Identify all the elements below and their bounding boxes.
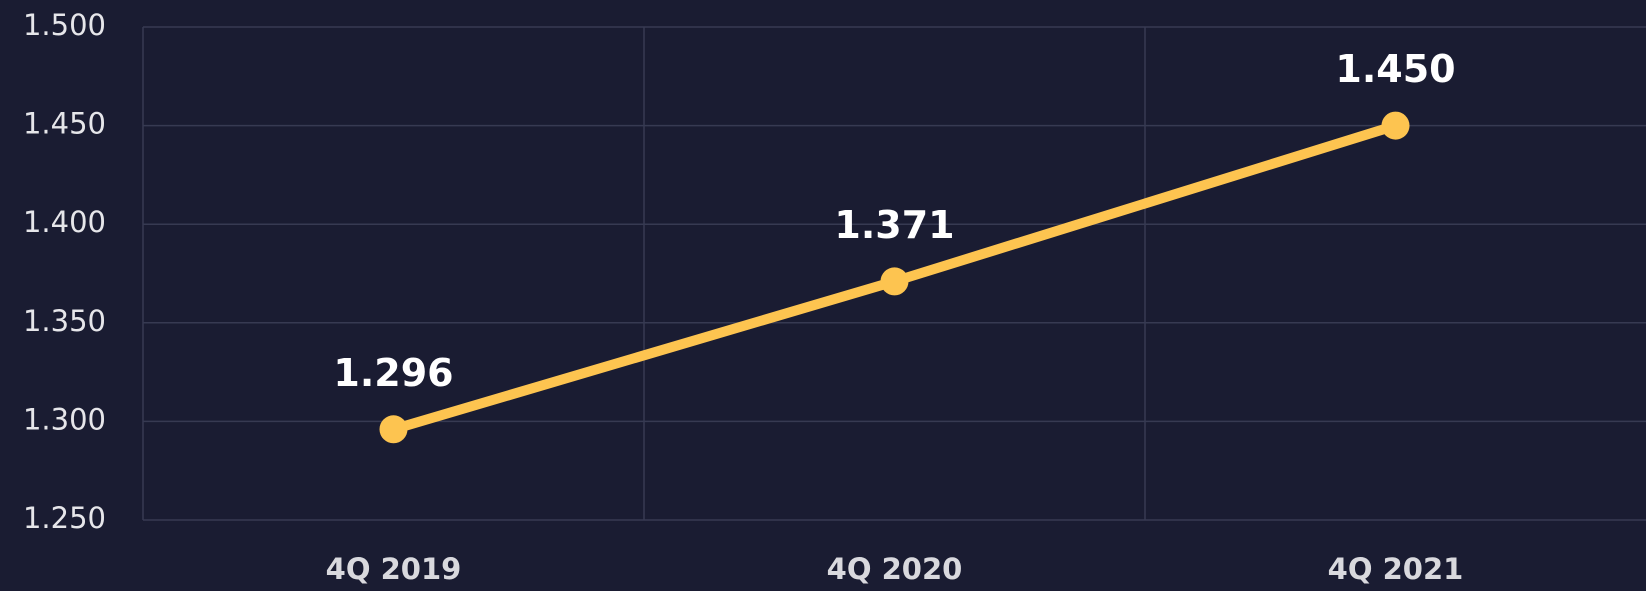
y-tick-label: 1.350 <box>23 304 106 338</box>
y-tick-label: 1.450 <box>23 107 106 141</box>
y-tick-label: 1.250 <box>23 501 106 535</box>
y-tick-label: 1.300 <box>23 402 106 436</box>
data-label: 1.450 <box>1335 47 1455 91</box>
data-label: 1.371 <box>834 203 954 247</box>
data-label: 1.296 <box>333 351 453 395</box>
x-tick-label: 4Q 2020 <box>827 552 963 586</box>
point <box>379 415 408 444</box>
point <box>1381 111 1410 140</box>
x-tick-label: 4Q 2021 <box>1328 552 1464 586</box>
point <box>880 267 909 296</box>
x-tick-label: 4Q 2019 <box>326 552 462 586</box>
y-tick-label: 1.400 <box>23 205 106 239</box>
y-tick-label: 1.500 <box>23 8 106 42</box>
